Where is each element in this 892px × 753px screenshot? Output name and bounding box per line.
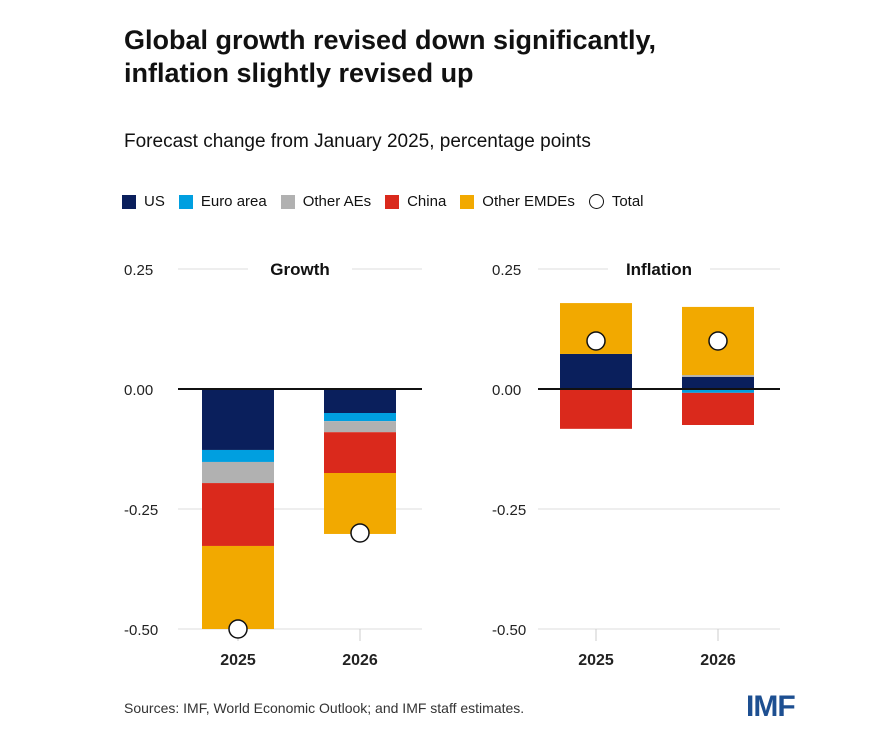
legend-item-china: China xyxy=(385,193,446,210)
bar-segment-euro-area xyxy=(202,449,274,462)
legend-swatch-us xyxy=(122,194,136,209)
legend-label: China xyxy=(407,193,447,210)
bar-segment-china xyxy=(560,389,632,429)
legend: US Euro area Other AEs China Other EMDEs… xyxy=(122,193,644,210)
chart-subtitle: Forecast change from January 2025, perce… xyxy=(124,131,591,152)
panel-title: Growth xyxy=(270,260,330,279)
bar-segment-euro-area xyxy=(324,413,396,422)
bar-segment-other-aes xyxy=(324,421,396,433)
title-line-2: inflation slightly revised up xyxy=(124,58,474,88)
total-marker xyxy=(586,331,606,351)
y-tick-label: 0.25 xyxy=(124,262,153,279)
legend-swatch-other-aes xyxy=(280,194,295,209)
legend-label: Euro area xyxy=(200,193,267,210)
bar-segment-china xyxy=(682,392,754,425)
bar-segment-other-aes xyxy=(202,461,274,484)
bar-segment-other-emdes xyxy=(202,545,274,629)
title-line-1: Global growth revised down significantly… xyxy=(124,25,657,55)
chart-title: Global growth revised down significantly… xyxy=(124,24,824,90)
y-tick-label: -0.25 xyxy=(124,502,158,519)
y-tick-label: -0.25 xyxy=(492,502,526,519)
y-tick-label: 0.25 xyxy=(492,262,521,279)
imf-logo: IMF xyxy=(746,690,796,723)
y-tick-label: 0.00 xyxy=(492,382,521,399)
x-tick-label: 2026 xyxy=(342,652,378,669)
bar-segment-china xyxy=(324,432,396,473)
legend-item-other-emdes: Other EMDEs xyxy=(460,193,575,210)
total-marker xyxy=(350,523,370,543)
x-tick-label: 2025 xyxy=(220,652,256,669)
x-tick-label: 2026 xyxy=(700,652,736,669)
panel-title: Inflation xyxy=(626,260,692,279)
source-note: Sources: IMF, World Economic Outlook; an… xyxy=(124,700,525,716)
bar-segment-china xyxy=(202,483,274,546)
legend-label: Total xyxy=(611,193,644,210)
bar-segment-us xyxy=(560,353,632,389)
legend-label: US xyxy=(144,193,165,210)
legend-circle-total xyxy=(588,194,604,209)
legend-label: Other EMDEs xyxy=(482,193,575,210)
bar-segment-us xyxy=(202,389,274,450)
y-tick-label: -0.50 xyxy=(124,622,158,639)
legend-item-total: Total xyxy=(588,193,644,210)
legend-swatch-other-emdes xyxy=(460,194,475,209)
total-marker xyxy=(708,331,728,351)
legend-item-other-aes: Other AEs xyxy=(280,193,372,210)
y-tick-label: -0.50 xyxy=(492,622,526,639)
bar-segment-us xyxy=(682,377,754,389)
x-tick-label: 2025 xyxy=(578,652,614,669)
y-tick-label: 0.00 xyxy=(124,382,153,399)
total-marker xyxy=(228,619,248,639)
legend-swatch-euro-area xyxy=(178,194,193,209)
legend-item-euro-area: Euro area xyxy=(178,193,267,210)
bar-segment-euro-area xyxy=(682,389,754,393)
bar-segment-us xyxy=(324,389,396,413)
bar-segment-other-aes xyxy=(682,375,754,377)
legend-swatch-china xyxy=(385,194,400,209)
legend-label: Other AEs xyxy=(302,193,372,210)
legend-item-us: US xyxy=(122,193,165,210)
